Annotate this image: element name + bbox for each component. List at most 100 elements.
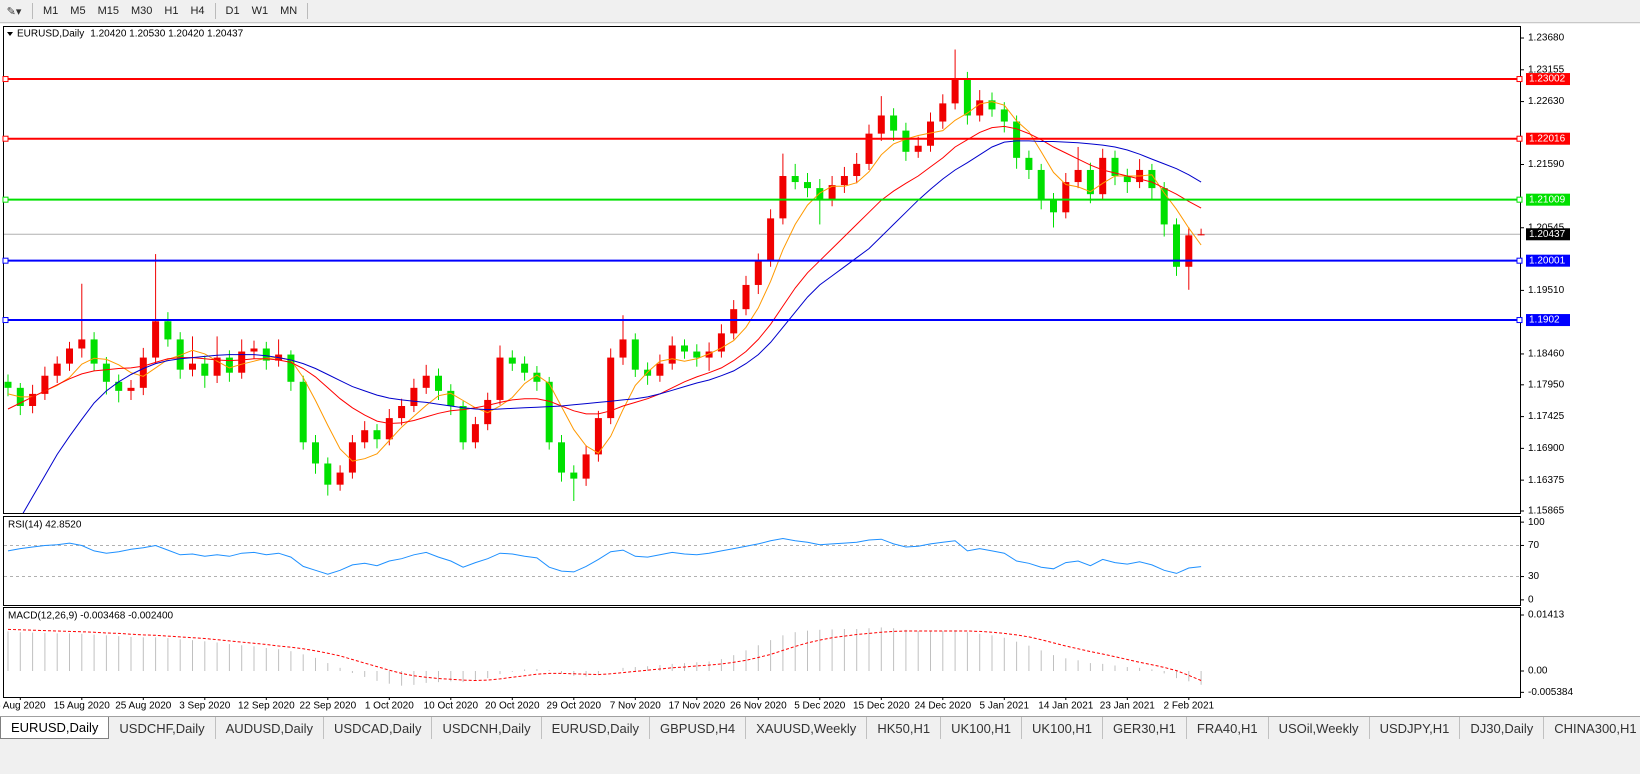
indicator-line [7, 537, 1202, 575]
level-label-box [1526, 254, 1570, 267]
x-tick-label: 2 Feb 2021 [1163, 701, 1214, 712]
x-tick-label: 26 Nov 2020 [730, 701, 787, 712]
chart-tab[interactable]: XAUUSD,Weekly [746, 717, 868, 739]
candle-body [877, 115, 885, 134]
candle-body [41, 375, 49, 394]
candle-body [779, 176, 787, 219]
candle-body [189, 363, 196, 370]
chart-tab[interactable]: HK50,H1 [867, 717, 942, 739]
candle-body [939, 103, 947, 122]
candle-body [545, 381, 553, 443]
chart-tab[interactable]: GER30,H1 [1103, 717, 1187, 739]
x-tick-label: 6 Aug 2020 [0, 701, 46, 712]
chart-tab[interactable]: AUDUSD,Daily [216, 717, 325, 739]
candle-body [435, 375, 442, 391]
timeframe-button[interactable]: D1 [225, 5, 240, 17]
x-tick-label: 14 Jan 2021 [1038, 701, 1093, 712]
candle-body [1173, 224, 1180, 267]
candle-body [1000, 109, 1008, 122]
candle-body [902, 130, 910, 152]
candle-body [29, 393, 37, 406]
candle-body [250, 348, 258, 352]
chart-tab[interactable]: DJ30,Daily [1460, 717, 1545, 739]
chart-tab[interactable]: CHINA300,H1 [1544, 717, 1640, 739]
timeframe-button[interactable]: M1 [43, 5, 59, 17]
candle-body [816, 188, 824, 201]
candle-body [496, 357, 504, 400]
candle-body [385, 418, 393, 440]
separator [214, 3, 216, 19]
x-tick-label: 5 Jan 2021 [980, 701, 1030, 712]
chart-tab[interactable]: UK100,H1 [941, 717, 1023, 739]
candle-body [951, 79, 959, 104]
timeframe-button[interactable]: M15 [97, 5, 119, 17]
chart-tab[interactable]: FRA40,H1 [1187, 717, 1269, 739]
moving-average-line [22, 140, 1202, 513]
chart-tab[interactable]: USDCHF,Daily [109, 717, 216, 739]
level-handle [1516, 76, 1523, 83]
y-tick-label: 30 [1528, 571, 1540, 582]
x-tick-label: 22 Sep 2020 [299, 701, 356, 712]
candle-body [312, 442, 319, 464]
chart-tab[interactable]: USDJPY,H1 [1370, 717, 1461, 739]
moving-average-line [7, 101, 1202, 462]
candle-body [287, 354, 295, 382]
level-handle [2, 76, 9, 83]
level-label: 1.20001 [1529, 255, 1566, 266]
level-handle [1516, 317, 1523, 324]
candle-body [1148, 169, 1156, 189]
candle-body [176, 339, 184, 370]
candle-body [90, 339, 98, 364]
chart-title: EURUSD,Daily [17, 29, 84, 40]
timeframe-button[interactable]: MN [280, 5, 298, 17]
candle-body [1160, 188, 1168, 225]
draw-tool[interactable]: ✎▾ [6, 5, 22, 18]
candle-body [447, 390, 455, 406]
level-label: 1.22016 [1529, 133, 1566, 144]
timeframe-button[interactable]: W1 [251, 5, 269, 17]
candle-body [1197, 234, 1205, 236]
chart-tab[interactable]: USDCNH,Daily [432, 717, 542, 739]
candle-body [152, 321, 160, 358]
chart-tab[interactable]: UK100,H1 [1022, 717, 1104, 739]
candle-body [139, 357, 147, 388]
candle-body [213, 357, 221, 376]
chart-tab[interactable]: USOil,Weekly [1269, 717, 1370, 739]
candle-body [1086, 169, 1094, 195]
candle-body [668, 345, 676, 364]
level-handle [2, 196, 9, 203]
candle-body [102, 363, 110, 382]
candle-body [484, 399, 492, 425]
y-tick-label: 1.16900 [1528, 443, 1565, 454]
timeframe-button[interactable]: M5 [70, 5, 86, 17]
timeframe-button[interactable]: H1 [164, 5, 179, 17]
x-tick-label: 7 Nov 2020 [610, 701, 662, 712]
chart-tab[interactable]: GBPUSD,H4 [650, 717, 747, 739]
candle-body [361, 430, 369, 443]
timeframe-button[interactable]: M30 [130, 5, 153, 17]
chart-background [0, 24, 1640, 716]
level-label-box [1526, 73, 1570, 86]
indicator-title: RSI(14) 42.8520 [8, 520, 82, 531]
chart-tab[interactable]: EURUSD,Daily [542, 717, 650, 739]
level-label-box [1526, 314, 1570, 327]
candle-body [963, 79, 971, 116]
candle-body [742, 284, 750, 310]
candle-body [471, 424, 479, 443]
chart-tab[interactable]: USDCAD,Daily [324, 717, 433, 739]
candle-body [681, 345, 688, 352]
candle-body [533, 372, 541, 382]
candle-body [619, 339, 627, 358]
y-tick-label: -0.005384 [1528, 687, 1573, 698]
timeframe-button[interactable]: H4 [190, 5, 205, 17]
x-tick-label: 10 Oct 2020 [424, 701, 479, 712]
indicator-plot [4, 537, 1520, 578]
candle-body [865, 133, 873, 164]
candle-body [1099, 157, 1107, 195]
y-tick-label: 0.01413 [1528, 610, 1565, 621]
x-tick-label: 1 Oct 2020 [365, 701, 414, 712]
chart-tab[interactable]: EURUSD,Daily [0, 717, 110, 739]
y-tick-label: 0.00 [1528, 666, 1548, 677]
candle-body [693, 351, 701, 358]
candle-body [238, 351, 246, 373]
